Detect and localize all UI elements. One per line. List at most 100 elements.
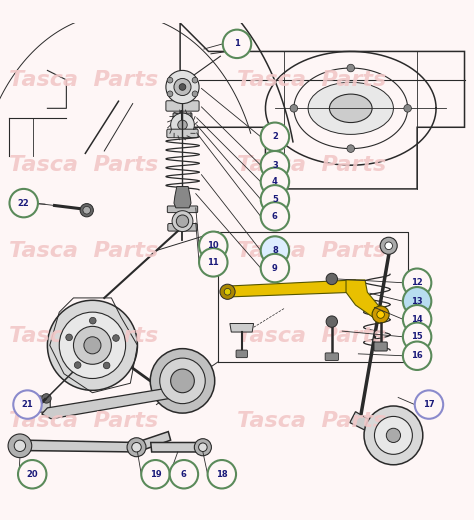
Text: Tasca  Parts: Tasca Parts [9,241,159,261]
FancyBboxPatch shape [167,129,198,138]
Circle shape [179,84,186,90]
Text: 3: 3 [272,161,278,170]
Circle shape [170,460,198,488]
Circle shape [192,77,198,83]
Circle shape [167,91,173,97]
Circle shape [403,342,431,370]
Polygon shape [228,280,356,297]
Circle shape [374,417,412,454]
FancyBboxPatch shape [166,101,199,111]
Circle shape [150,348,215,413]
Circle shape [14,440,26,451]
Text: 2: 2 [272,132,278,141]
Text: 22: 22 [18,199,29,207]
Circle shape [261,167,289,196]
Text: 5: 5 [272,195,278,204]
Text: Tasca  Parts: Tasca Parts [237,326,386,346]
Text: Tasca  Parts: Tasca Parts [237,241,386,261]
Circle shape [415,391,443,419]
Circle shape [84,337,101,354]
Polygon shape [230,323,254,332]
Text: 15: 15 [411,332,423,341]
Circle shape [73,327,111,365]
Circle shape [326,316,337,327]
Circle shape [13,391,42,419]
Text: 18: 18 [216,470,228,479]
Circle shape [83,206,91,214]
Text: 17: 17 [423,400,435,409]
FancyBboxPatch shape [374,342,387,351]
Text: 11: 11 [208,258,219,267]
FancyBboxPatch shape [325,353,338,360]
FancyBboxPatch shape [236,350,247,358]
Circle shape [372,306,389,323]
Circle shape [403,268,431,297]
Circle shape [208,460,236,488]
FancyBboxPatch shape [173,113,192,120]
Circle shape [160,358,205,404]
Circle shape [132,443,141,452]
FancyBboxPatch shape [31,396,50,412]
Text: Tasca  Parts: Tasca Parts [9,326,159,346]
Circle shape [8,434,32,458]
Circle shape [171,113,194,137]
Circle shape [141,460,170,488]
FancyBboxPatch shape [168,224,197,231]
Circle shape [261,254,289,282]
Circle shape [59,312,126,379]
Polygon shape [350,412,412,447]
Circle shape [261,151,289,179]
Ellipse shape [308,82,393,134]
Circle shape [66,334,73,341]
Text: 21: 21 [22,400,33,409]
Circle shape [404,105,411,112]
Text: 14: 14 [411,315,423,324]
Text: 6: 6 [272,212,278,221]
Circle shape [199,248,228,277]
Circle shape [347,64,355,72]
Polygon shape [346,280,384,321]
Circle shape [174,79,191,96]
Circle shape [113,335,119,341]
Polygon shape [174,187,191,208]
Circle shape [199,443,207,451]
Polygon shape [17,432,171,452]
Circle shape [74,362,81,368]
Text: 19: 19 [150,470,161,479]
Circle shape [223,30,251,58]
Circle shape [386,428,401,443]
Circle shape [18,460,46,488]
Text: 16: 16 [411,351,423,360]
Text: Tasca  Parts: Tasca Parts [9,155,159,175]
Text: 8: 8 [272,246,278,255]
Circle shape [347,145,355,152]
Text: 13: 13 [411,297,423,306]
Circle shape [364,406,423,465]
Circle shape [377,311,384,318]
Circle shape [167,77,173,83]
Text: Tasca  Parts: Tasca Parts [237,411,386,431]
Circle shape [103,362,110,369]
Circle shape [178,120,187,129]
Circle shape [80,204,93,217]
Text: 12: 12 [411,278,423,287]
Circle shape [326,274,337,284]
Circle shape [261,236,289,265]
Circle shape [261,202,289,230]
Circle shape [171,369,194,393]
Circle shape [199,231,228,260]
Text: 4: 4 [272,177,278,186]
Circle shape [166,70,199,103]
Circle shape [47,300,137,391]
Circle shape [403,305,431,333]
Ellipse shape [329,94,372,123]
Circle shape [403,287,431,316]
Circle shape [176,215,189,227]
Circle shape [127,438,146,457]
Circle shape [290,105,298,112]
Circle shape [194,439,211,456]
Circle shape [403,322,431,351]
Circle shape [192,91,198,97]
Circle shape [261,185,289,214]
Text: 10: 10 [208,241,219,250]
